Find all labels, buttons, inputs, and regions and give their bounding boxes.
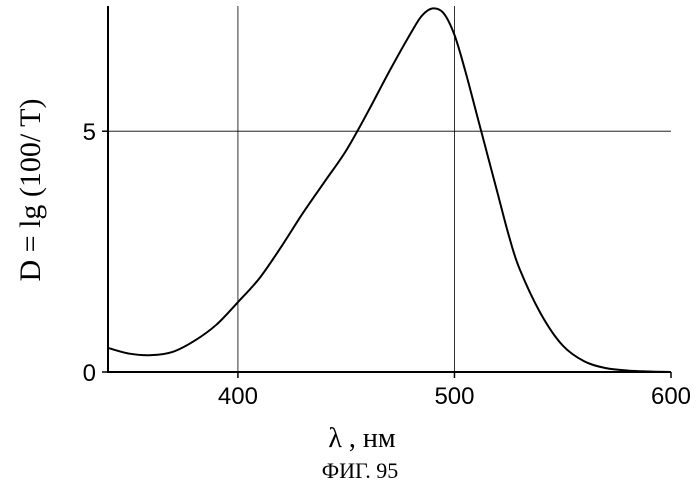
figure-caption: ФИГ. 95 [322,458,399,483]
series-line [108,8,671,372]
axes [107,6,671,373]
y-tick-label: 0 [83,360,96,387]
x-tick-label: 600 [651,383,691,410]
tick-marks [102,131,671,378]
x-tick-label: 500 [434,383,474,410]
y-axis-label: D = lg (100/ T) [14,98,47,281]
y-tick-label: 5 [83,119,96,146]
x-tick-label: 400 [218,383,258,410]
grid-lines [108,6,671,372]
x-axis-label: λ , нм [328,423,396,454]
